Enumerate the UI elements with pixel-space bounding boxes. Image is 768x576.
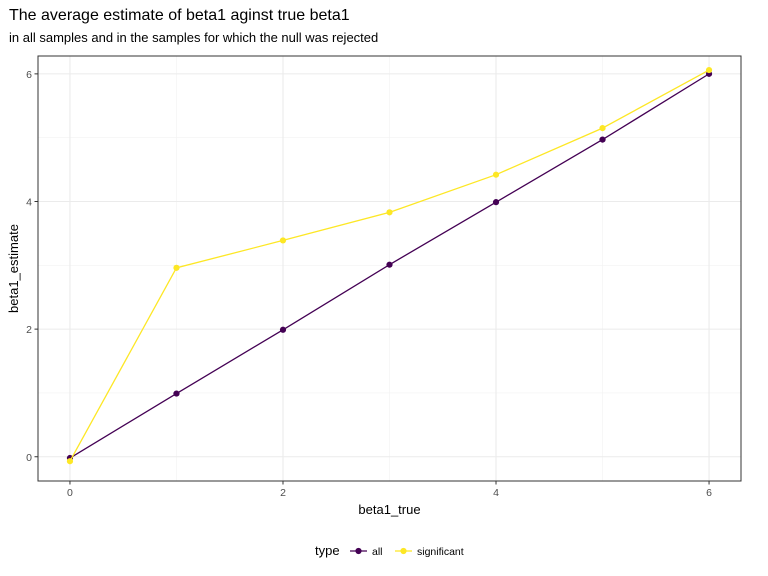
y-tick-label: 2 (26, 324, 32, 336)
data-point-all (173, 390, 180, 397)
chart-title: The average estimate of beta1 aginst tru… (9, 7, 350, 24)
x-tick-label: 0 (67, 487, 73, 499)
y-tick-label: 0 (26, 452, 32, 464)
legend-label: significant (417, 546, 464, 558)
series-layer (66, 66, 713, 465)
data-point-significant (599, 125, 606, 132)
data-point-significant (279, 237, 287, 244)
x-tick-label: 6 (706, 487, 712, 499)
y-tick-label: 4 (26, 196, 32, 208)
legend-label: all (372, 546, 383, 558)
data-point-all (279, 326, 287, 333)
data-point-significant (386, 209, 393, 216)
legend-title: type (315, 543, 340, 558)
plot-panel-border (37, 55, 742, 482)
data-point-all (599, 136, 606, 143)
legend-item-significant: significant (395, 546, 464, 558)
data-point-significant (66, 458, 74, 465)
data-point-significant (173, 264, 180, 271)
x-tick-label: 4 (493, 487, 499, 499)
legend-item-all: all (350, 546, 383, 558)
x-axis-title: beta1_true (358, 502, 420, 517)
x-axis-ticks: 0 2 4 6 (67, 481, 712, 499)
data-point-all (492, 199, 500, 206)
major-gridlines (38, 56, 741, 481)
data-point-all (386, 261, 393, 268)
legend: type all significant (315, 543, 464, 558)
chart-subtitle: in all samples and in the samples for wh… (9, 30, 378, 45)
data-point-significant (705, 66, 713, 74)
y-axis-ticks: 0 2 4 6 (26, 69, 38, 464)
y-tick-label: 6 (26, 69, 32, 81)
y-axis-title: beta1_estimate (6, 224, 21, 313)
legend-key-point (355, 547, 362, 555)
data-point-significant (492, 171, 500, 178)
series-significant (66, 66, 713, 465)
x-tick-label: 2 (280, 487, 286, 499)
legend-key-point (400, 547, 407, 555)
